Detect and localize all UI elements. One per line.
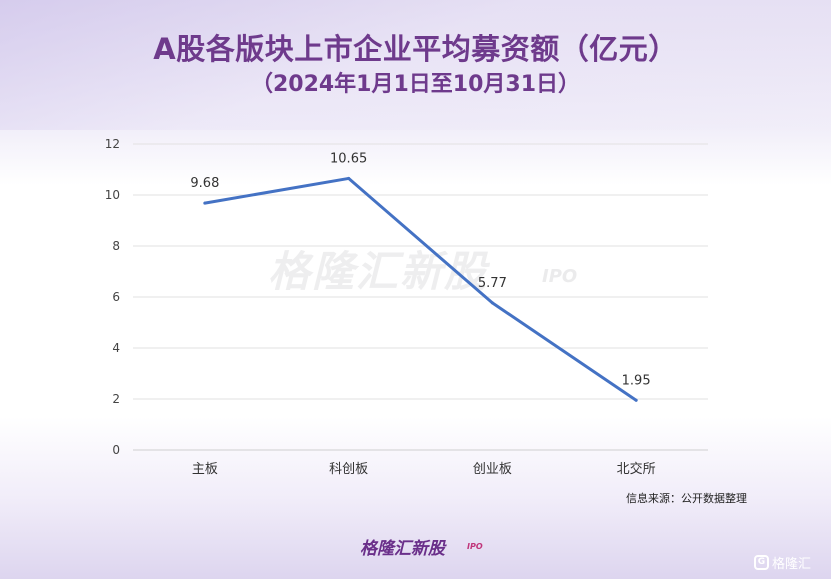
source-note: 信息来源：公开数据整理 — [626, 492, 747, 505]
series-line — [203, 176, 638, 402]
y-tick-label: 10 — [105, 188, 120, 202]
x-tick-label: 创业板 — [473, 462, 512, 477]
y-tick-label: 0 — [112, 443, 120, 457]
badge-label: 格隆汇 — [772, 556, 812, 572]
brand-g-icon: G — [754, 554, 769, 570]
watermark-sub-text: IPO — [542, 266, 578, 287]
y-tick-label: 2 — [112, 392, 120, 406]
data-label: 10.65 — [330, 151, 367, 166]
x-tick-label: 北交所 — [617, 461, 656, 477]
data-point — [347, 176, 351, 180]
watermark-text: 格隆汇新股 — [268, 247, 489, 296]
header-background — [0, 0, 831, 130]
data-label: 1.95 — [622, 373, 651, 388]
brand-logo-sub: IPO — [467, 542, 483, 551]
data-point — [203, 201, 207, 205]
brand-logo: 格隆汇新股 — [360, 539, 445, 559]
y-tick-label: 6 — [112, 290, 120, 304]
x-tick-label: 主板 — [192, 462, 218, 477]
data-point — [490, 301, 494, 305]
y-tick-label: 8 — [112, 239, 120, 253]
y-tick-label: 12 — [105, 137, 120, 151]
chart-subtitle: （2024年1月1日至10月31日） — [250, 72, 581, 97]
y-tick-label: 4 — [112, 341, 120, 355]
source-badge: G 格隆汇 — [754, 552, 811, 572]
chart-title: A股各版块上市企业平均募资额（亿元） — [153, 32, 678, 66]
data-label: 5.77 — [478, 276, 507, 291]
x-tick-label: 科创板 — [329, 462, 368, 477]
data-point — [634, 398, 638, 402]
data-label: 9.68 — [190, 176, 219, 191]
